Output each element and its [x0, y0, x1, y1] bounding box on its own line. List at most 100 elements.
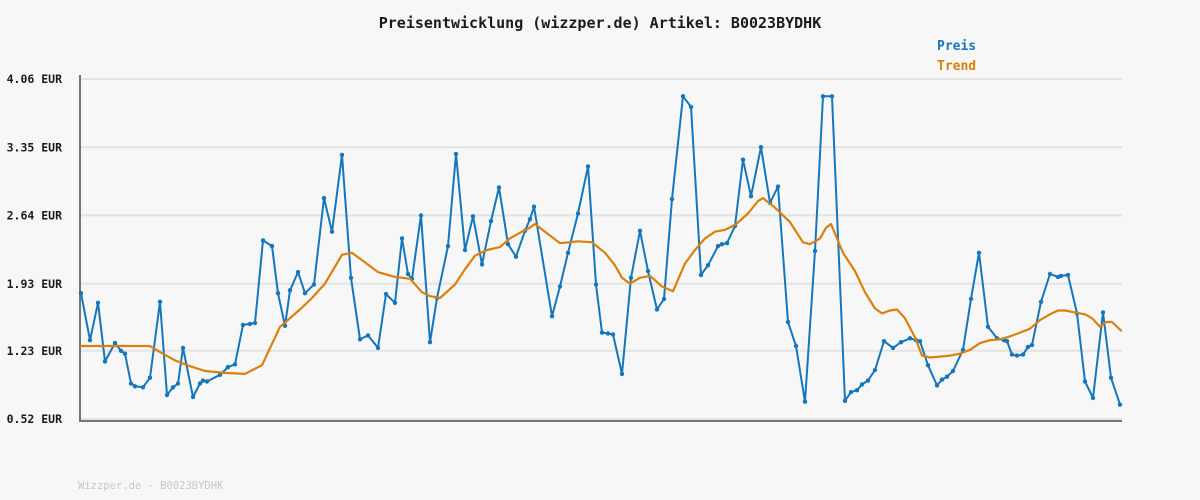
data-point-marker: [1020, 352, 1026, 357]
data-point-marker: [531, 204, 537, 209]
data-point-marker: [944, 374, 950, 379]
data-point-marker: [939, 377, 945, 382]
data-point-marker: [934, 383, 940, 388]
data-point-marker: [976, 250, 982, 255]
data-point-marker: [1090, 395, 1096, 401]
data-point-marker: [287, 288, 293, 293]
data-point-marker: [132, 384, 138, 389]
data-point-marker: [1058, 273, 1064, 279]
y-tick-label: 3.35 EUR: [7, 140, 62, 154]
data-point-marker: [240, 322, 246, 328]
data-point-marker: [775, 184, 781, 189]
data-point-marker: [496, 185, 502, 190]
data-point-marker: [968, 296, 974, 302]
data-point-marker: [147, 375, 153, 380]
data-point-marker: [383, 291, 389, 297]
data-point-marker: [812, 248, 818, 254]
data-point-marker: [917, 339, 923, 344]
data-point-marker: [128, 381, 134, 386]
data-point-marker: [748, 194, 754, 199]
data-point-marker: [619, 371, 625, 377]
data-point-marker: [513, 254, 519, 259]
data-point-marker: [470, 214, 476, 219]
data-point-marker: [365, 333, 371, 338]
data-point-marker: [610, 332, 616, 337]
data-point-marker: [740, 157, 746, 162]
data-point-marker: [122, 351, 128, 356]
data-point-marker: [565, 250, 571, 255]
data-point-marker: [311, 282, 317, 287]
data-point-marker: [217, 372, 223, 377]
data-point-marker: [479, 262, 485, 267]
data-point-marker: [527, 217, 533, 222]
data-point-marker: [329, 229, 335, 234]
data-point-marker: [488, 218, 494, 224]
data-point-marker: [275, 291, 281, 296]
data-point-marker: [418, 213, 424, 218]
data-point-marker: [1038, 299, 1044, 304]
data-point-marker: [715, 243, 721, 249]
data-point-marker: [1004, 339, 1010, 344]
data-point-marker: [985, 324, 991, 329]
data-point-marker: [427, 340, 433, 345]
data-point-marker: [854, 388, 860, 393]
data-point-marker: [628, 275, 634, 280]
data-point-marker: [1117, 402, 1123, 407]
data-point-marker: [848, 389, 854, 395]
data-point-marker: [654, 307, 660, 312]
data-point-marker: [102, 359, 108, 364]
data-point-marker: [1009, 352, 1015, 357]
data-point-marker: [549, 314, 555, 319]
data-point-marker: [321, 195, 327, 201]
data-point-marker: [375, 345, 381, 351]
data-point-marker: [453, 151, 459, 157]
y-tick-label: 0.52 EUR: [7, 412, 62, 426]
data-point-marker: [865, 378, 871, 383]
data-point-marker: [575, 211, 581, 216]
data-point-marker: [669, 196, 675, 202]
data-point-marker: [348, 275, 354, 280]
data-point-marker: [593, 282, 599, 287]
data-point-marker: [802, 399, 808, 404]
data-point-marker: [719, 242, 725, 247]
data-point-marker: [157, 299, 163, 304]
data-point-marker: [392, 300, 398, 305]
data-point-marker: [1108, 375, 1114, 380]
data-point-marker: [557, 284, 563, 289]
data-point-marker: [881, 339, 887, 344]
legend: Preis Trend: [937, 37, 976, 77]
data-point-marker: [890, 345, 896, 351]
data-point-marker: [260, 238, 266, 243]
data-point-marker: [405, 271, 411, 277]
series-line-trend: [79, 197, 1123, 375]
data-point-marker: [960, 347, 966, 352]
data-point-marker: [1047, 271, 1053, 277]
data-point-marker: [180, 345, 186, 351]
data-point-marker: [705, 263, 711, 268]
data-point-marker: [118, 348, 124, 353]
data-point-marker: [680, 94, 686, 99]
data-point-marker: [898, 340, 904, 345]
data-point-marker: [872, 367, 878, 373]
data-point-marker: [1100, 310, 1106, 315]
data-point-marker: [585, 164, 591, 169]
data-point-marker: [200, 378, 206, 383]
data-point-marker: [164, 392, 170, 398]
data-point-marker: [232, 362, 238, 367]
data-point-marker: [688, 104, 694, 110]
data-point-marker: [950, 368, 956, 374]
data-point-marker: [925, 363, 931, 368]
data-point-marker: [605, 331, 611, 336]
data-point-marker: [170, 385, 176, 390]
data-point-marker: [698, 272, 704, 278]
data-point-marker: [505, 242, 511, 247]
data-point-marker: [95, 300, 101, 305]
data-point-marker: [645, 268, 651, 274]
data-point-marker: [302, 291, 308, 296]
chart-title: Preisentwicklung (wizzper.de) Artikel: B…: [378, 14, 822, 32]
data-point-marker: [339, 152, 345, 158]
data-point-marker: [724, 241, 730, 246]
data-point-marker: [1014, 353, 1020, 358]
data-point-marker: [462, 247, 468, 253]
